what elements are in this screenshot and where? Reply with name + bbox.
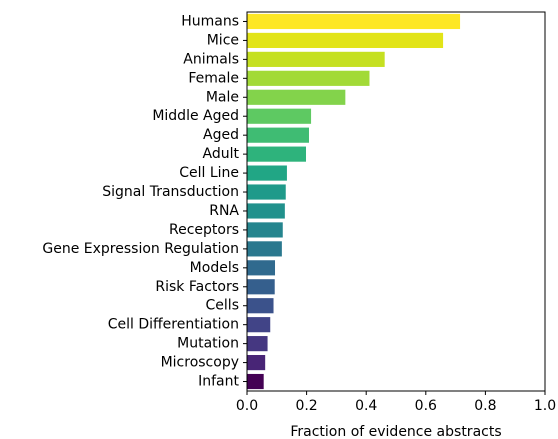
x-axis-ticks: 0.0 0.2 0.4 0.6 0.8 1.0 <box>236 391 556 414</box>
category-label: Receptors <box>169 222 239 238</box>
category-label: Female <box>188 70 239 86</box>
category-label: Infant <box>198 374 239 390</box>
category-label: Models <box>190 260 239 276</box>
x-tick-label: 0.6 <box>415 398 437 414</box>
bar-aged <box>247 127 309 143</box>
bar-infant <box>247 373 264 390</box>
category-label: Middle Aged <box>152 108 239 124</box>
bar-signal-transduction <box>247 184 286 200</box>
bar-adult <box>247 146 307 162</box>
category-label: Cells <box>206 298 239 314</box>
x-tick-label: 0.8 <box>474 398 496 414</box>
bar-animals <box>247 51 385 67</box>
category-label: Animals <box>183 51 239 67</box>
plot-frame <box>246 11 546 392</box>
bar-gene-expression-regulation <box>247 241 282 257</box>
bar-receptors <box>247 222 283 238</box>
x-axis-label: Fraction of evidence abstracts <box>290 424 501 439</box>
bar-male <box>247 89 346 105</box>
bar-mice <box>247 32 444 49</box>
bars-group <box>247 13 461 390</box>
bar-female <box>247 70 370 86</box>
category-label: Adult <box>203 146 240 162</box>
category-label: Gene Expression Regulation <box>42 241 239 257</box>
category-label: Risk Factors <box>155 279 239 295</box>
category-label: Cell Differentiation <box>108 317 239 333</box>
bar-middle-aged <box>247 108 312 124</box>
x-tick-label: 0.4 <box>355 398 377 414</box>
category-label: Cell Line <box>179 165 239 181</box>
category-label: RNA <box>209 203 239 219</box>
bar-mutation <box>247 336 268 352</box>
category-label: Male <box>206 89 239 105</box>
bar-microscopy <box>247 354 266 371</box>
bar-cell-line <box>247 165 287 181</box>
category-label: Aged <box>203 127 239 143</box>
bar-cells <box>247 298 274 314</box>
x-tick-label: 0.0 <box>236 398 258 414</box>
x-tick-label: 1.0 <box>534 398 556 414</box>
category-label: Humans <box>181 13 239 29</box>
x-tick-label: 0.2 <box>295 398 317 414</box>
category-label: Mice <box>207 32 239 48</box>
bar-risk-factors <box>247 279 275 295</box>
bar-models <box>247 260 276 276</box>
category-label: Mutation <box>177 336 239 352</box>
bar-rna <box>247 203 285 219</box>
category-label: Signal Transduction <box>102 184 239 200</box>
category-labels: Humans Mice Animals Female Male Middle Aged Ag… <box>42 13 247 390</box>
bar-humans <box>247 13 461 30</box>
category-label: Microscopy <box>161 355 239 371</box>
bar-cell-differentiation <box>247 317 271 333</box>
